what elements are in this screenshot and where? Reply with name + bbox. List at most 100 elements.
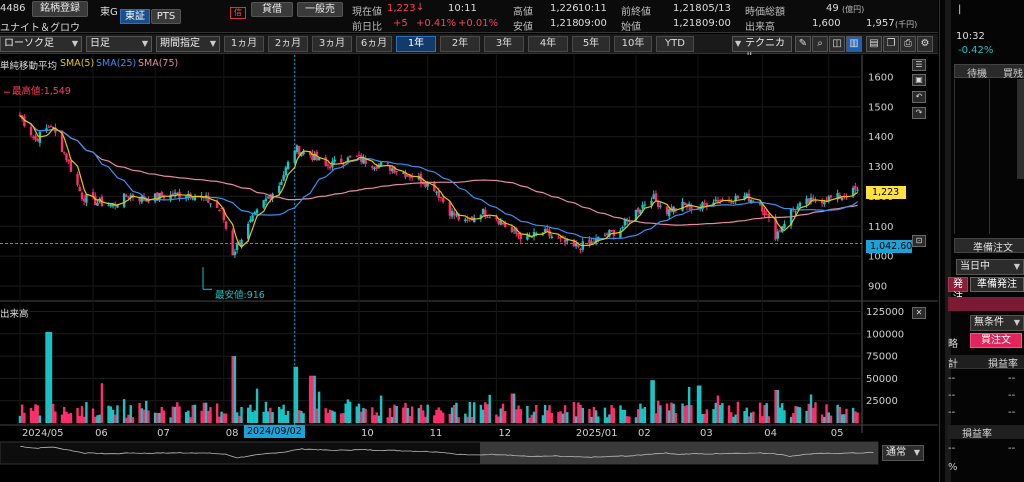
order-book-scrollbar[interactable]: [1017, 79, 1024, 179]
range-button-6[interactable]: 2年: [440, 36, 480, 52]
candle-body: [47, 126, 50, 128]
range-button-9[interactable]: 5年: [572, 36, 610, 52]
volume-bar: [798, 407, 802, 423]
zoom-icon[interactable]: ⌕: [812, 36, 828, 52]
period-type-select[interactable]: 日足 ▼: [86, 36, 152, 52]
candle-body: [224, 221, 228, 229]
volume-bar: [78, 415, 81, 423]
candle-body: [643, 204, 647, 206]
range-button-10[interactable]: 10年: [614, 36, 652, 52]
volume-bar: [843, 414, 846, 423]
range-button-2[interactable]: 2ヵ月: [268, 36, 308, 52]
register-stock-button[interactable]: 銘柄登録: [32, 1, 88, 17]
candle-body: [313, 153, 316, 160]
volume-bar: [63, 406, 66, 423]
expand-icon[interactable]: ▣: [912, 74, 926, 86]
prep-order-tab[interactable]: 準備発注: [970, 277, 1024, 292]
candle-body: [129, 195, 132, 198]
volume-bar: [823, 417, 826, 423]
order-book-header: 待機 買残: [954, 64, 1024, 80]
volume-bar: [348, 401, 352, 423]
chart-overlay-icon[interactable]: ◫: [829, 36, 845, 52]
candle-body: [140, 196, 144, 203]
pl-row-3-a: --: [948, 407, 956, 418]
range-button-8[interactable]: 4年: [528, 36, 568, 52]
chart-menu-icon[interactable]: ☰: [912, 59, 926, 71]
candle-body: [116, 205, 119, 208]
candle-body: [526, 234, 529, 240]
range-button-11[interactable]: YTD: [656, 36, 694, 52]
range-button-7[interactable]: 3年: [484, 36, 524, 52]
chart-type-select[interactable]: ローソク足 ▼: [0, 36, 82, 52]
exchange-tab-tse[interactable]: 東証: [120, 9, 150, 24]
period-type-value: 日足: [90, 38, 110, 49]
volume-bar: [18, 415, 22, 423]
period-spec-select[interactable]: 期間指定 ▼: [156, 36, 220, 52]
view-mode-select[interactable]: 通常 ▼: [882, 445, 924, 461]
bar-chart-icon[interactable]: ▥: [846, 36, 862, 52]
volume-bar: [67, 413, 70, 423]
volume-bar: [789, 416, 793, 423]
chart-panel[interactable]: 9001000110012001300140015001600250005000…: [0, 55, 938, 482]
short-sell-button[interactable]: 一般売: [297, 2, 343, 17]
volume-bar: [131, 417, 135, 423]
buy-order-button[interactable]: 買注文: [970, 333, 1022, 348]
volume-bar: [373, 415, 376, 423]
candle-body: [574, 243, 578, 247]
candle-body: [280, 181, 283, 185]
candle-body: [295, 145, 299, 153]
time-tick-label: 07: [157, 428, 170, 439]
chart-tool-icon[interactable]: ⊡: [912, 235, 926, 247]
volume-bar: [109, 406, 112, 423]
low-time: 09:00: [578, 18, 607, 29]
candle-body: [433, 182, 436, 192]
condition-select[interactable]: 無条件 ▼: [970, 315, 1024, 331]
close-pane-icon[interactable]: ✕: [912, 307, 926, 319]
volume-bar: [218, 416, 221, 423]
technical-select[interactable]: ▼テクニカル: [732, 36, 792, 63]
volume-bar: [439, 410, 443, 423]
volume-bar: [776, 389, 779, 423]
range-button-3[interactable]: 3ヵ月: [312, 36, 352, 52]
range-button-4[interactable]: 6ヵ月: [356, 36, 392, 52]
volume-bar: [566, 412, 569, 423]
candle-body: [417, 175, 421, 180]
price-chart-canvas[interactable]: 9001000110012001300140015001600250005000…: [0, 55, 938, 482]
volume-bar: [160, 406, 163, 423]
volume-bar: [162, 410, 166, 423]
lend-button[interactable]: 貸借: [251, 2, 293, 17]
save-icon[interactable]: ▤: [866, 36, 882, 52]
pencil-icon[interactable]: ✎: [795, 36, 811, 52]
low-value: 1,218: [550, 18, 579, 29]
session-select[interactable]: 当日中 ▼: [956, 259, 1024, 275]
volume-tick-label: 100000: [866, 329, 904, 340]
volume-bar: [238, 415, 241, 423]
gear-icon[interactable]: ⚙: [917, 36, 933, 52]
exchange-tab-pts[interactable]: PTS: [151, 9, 181, 24]
send-order-tab[interactable]: 発注: [948, 277, 968, 303]
chart-toolbar: ローソク足 ▼ 日足 ▼ 期間指定 ▼ 1ヵ月 2ヵ月 3ヵ月 6ヵ月 1年 2年 3年 4年 5年 1…: [0, 34, 938, 63]
candle-body: [220, 208, 223, 210]
candle-body: [590, 241, 593, 243]
print-icon[interactable]: ⎙: [900, 36, 916, 52]
chevron-down-icon: ▼: [1013, 318, 1020, 327]
volume-bar: [730, 412, 733, 423]
volume-bar: [34, 404, 37, 423]
range-button-5[interactable]: 1年: [396, 36, 436, 52]
volume-bar: [240, 406, 243, 423]
undo-icon[interactable]: ↶: [912, 91, 926, 103]
copy-icon[interactable]: ❐: [883, 36, 899, 52]
candle-body: [215, 201, 219, 208]
candle-body: [714, 199, 717, 202]
redo-icon[interactable]: ↷: [912, 107, 926, 119]
candle-body: [83, 198, 86, 202]
candle-body: [18, 114, 22, 116]
volume-bar: [747, 416, 751, 423]
volume-bar: [317, 391, 321, 423]
candle-body: [317, 158, 321, 161]
volume-bar: [344, 403, 347, 423]
volume-bar: [668, 410, 671, 423]
volume-bar: [705, 409, 709, 423]
range-button-1[interactable]: 1ヵ月: [224, 36, 264, 52]
time-tick-label: 06: [95, 428, 108, 439]
